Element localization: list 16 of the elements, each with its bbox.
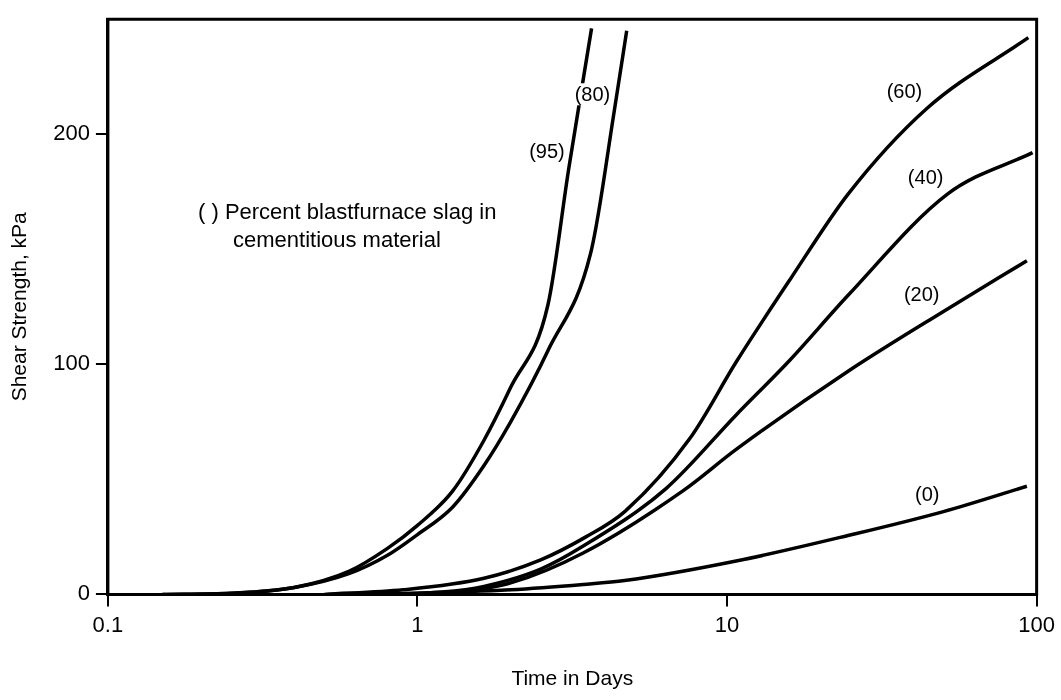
x-tick-label: 1 bbox=[411, 611, 424, 637]
series-label: (60) bbox=[886, 80, 923, 103]
y-tick-label: 200 bbox=[53, 120, 90, 146]
series-label: (80) bbox=[574, 82, 611, 105]
series-label: (20) bbox=[903, 282, 940, 305]
y-axis-title: Shear Strength, kPa bbox=[7, 211, 31, 402]
series-label: (40) bbox=[907, 165, 944, 188]
x-tick-label: 10 bbox=[714, 611, 740, 637]
y-tick-label: 100 bbox=[53, 350, 90, 376]
annotation: ( ) Percent blastfurnace slag in cementitious material bbox=[198, 198, 498, 254]
series-label: (95) bbox=[529, 140, 565, 163]
series-label: (0) bbox=[915, 483, 940, 506]
x-tick-label: 100 bbox=[1018, 611, 1056, 637]
x-tick-label: 0.1 bbox=[92, 611, 124, 637]
y-tick-label: 0 bbox=[77, 580, 90, 606]
x-axis-title: Time in Days bbox=[511, 666, 634, 690]
